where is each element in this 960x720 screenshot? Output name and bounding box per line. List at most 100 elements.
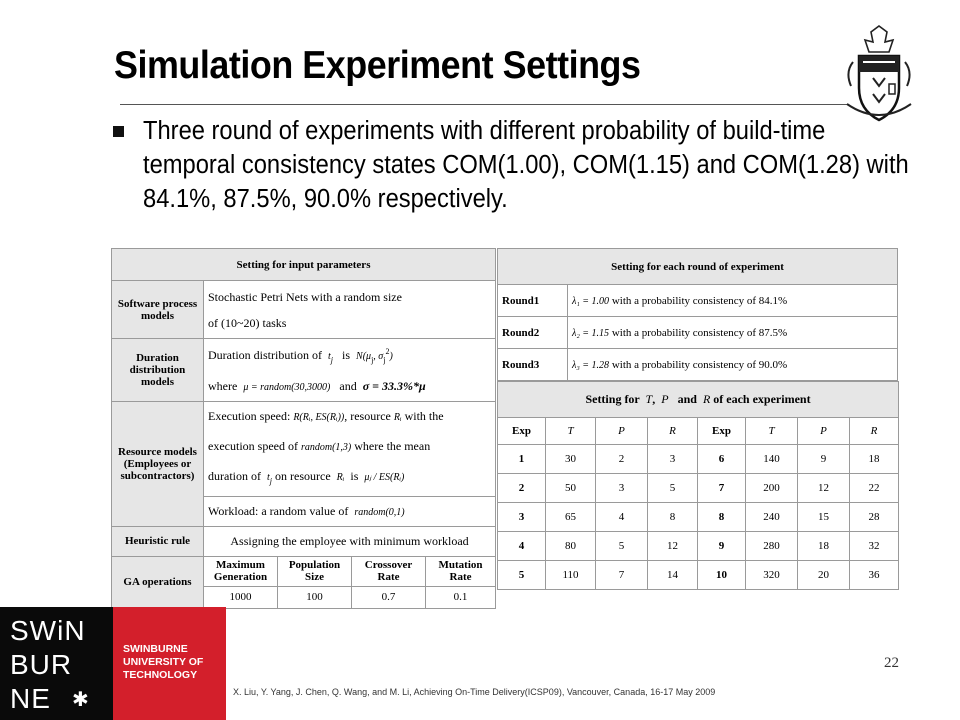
table-cell: 50: [545, 473, 596, 503]
col-p-1: P: [595, 417, 648, 445]
table-cell: 32: [848, 531, 900, 561]
table-cell: 18: [848, 444, 900, 474]
table-cell: 9: [797, 444, 850, 474]
round1-value: λ₁ = 1.00 with a probability consistency…: [567, 284, 898, 317]
table-cell: 200: [745, 473, 798, 503]
table-cell: 18: [797, 531, 850, 561]
col-r-2: R: [848, 417, 900, 445]
table-cell: 240: [745, 502, 798, 532]
table-cell: 12: [647, 531, 698, 561]
bullet-point: Three round of experiments with differen…: [113, 114, 913, 216]
exp-header-comma: ,: [652, 392, 656, 406]
table-cell: 22: [848, 473, 900, 503]
table-cell: 9: [697, 531, 746, 561]
bullet-square-icon: [113, 126, 124, 137]
col-t-2: T: [745, 417, 798, 445]
rounds-table: Setting for each round of experiment Rou…: [497, 248, 898, 381]
table-cell: 140: [745, 444, 798, 474]
duration-sigma: σ = 33.3%*μ: [362, 379, 426, 394]
col-r-1: R: [647, 417, 698, 445]
resource-line2-suffix: where the mean: [354, 439, 431, 454]
ga-value-generation: 1000: [203, 585, 278, 609]
col-exp-1: Exp: [497, 417, 546, 445]
rounds-header: Setting for each round of experiment: [497, 248, 898, 285]
exp-header-p: P: [661, 392, 669, 406]
resource-is: is: [350, 469, 359, 484]
col-t-1: T: [545, 417, 596, 445]
ga-header-generation: Maximum Generation: [203, 555, 278, 587]
table-row: 1 30 2 3 6 140 9 18: [497, 444, 900, 474]
exp-header: Setting for T, P and R of each experimen…: [496, 381, 900, 418]
duration-t: t: [328, 351, 331, 362]
software-line2: of (10~20) tasks: [208, 315, 287, 330]
bullet-text: Three round of experiments with differen…: [143, 117, 909, 213]
table-cell: 36: [848, 560, 900, 590]
resource-value: Execution speed: R(Rᵢ, ES(Rᵢ)), resource…: [202, 401, 497, 497]
duration-mu: μ = random(30,3000): [243, 382, 331, 394]
table-cell: 2: [497, 473, 546, 503]
resource-label: Resource models (Employees or subcontrac…: [111, 401, 204, 527]
resource-line1-mid: , resource: [344, 409, 391, 424]
title-divider: [120, 104, 848, 105]
exp-header-and: and: [677, 392, 697, 406]
table-cell: 3: [497, 502, 546, 532]
round1-text: with a probability consistency of 84.1%: [611, 294, 788, 307]
round2-text: with a probability consistency of 87.5%: [611, 326, 788, 339]
round2-value: λ₂ = 1.15 with a probability consistency…: [567, 316, 898, 349]
resource-line1-suffix: with the: [404, 409, 444, 424]
table-cell: 20: [797, 560, 850, 590]
resource-ri-2: Rᵢ: [336, 472, 345, 484]
logo-name1: SWINBURNE: [123, 643, 188, 655]
table-cell: 28: [848, 502, 900, 532]
page-number: 22: [884, 655, 899, 671]
duration-and: and: [339, 379, 357, 394]
workload-prefix: Workload: a random value of: [208, 503, 349, 518]
table-cell: 2: [595, 444, 648, 474]
duration-is: is: [342, 348, 351, 362]
table-cell: 80: [545, 531, 596, 561]
university-crest-icon: [846, 25, 912, 122]
resource-line2-prefix: execution speed of: [208, 439, 298, 454]
workload-value: Workload: a random value of random(0,1): [202, 495, 497, 527]
round2-label: Round2: [497, 316, 568, 349]
exp-header-r: R: [702, 392, 711, 406]
table-cell: 3: [647, 444, 698, 474]
resource-formula: μⱼ / ES(Rᵢ): [364, 472, 405, 484]
round3-text: with a probability consistency of 90.0%: [611, 358, 788, 371]
resource-speed: R(Rᵢ, ES(Rᵢ)): [293, 412, 345, 424]
table-cell: 8: [647, 502, 698, 532]
table-cell: 14: [647, 560, 698, 590]
ga-value-population: 100: [277, 585, 352, 609]
exp-header-t: T: [645, 392, 653, 406]
exp-header-suffix: of each experiment: [713, 392, 811, 406]
resource-line3-prefix: duration of: [208, 469, 261, 484]
input-parameters-header: Setting for input parameters: [110, 248, 497, 281]
round2-lambda: λ₂ = 1.15: [572, 327, 610, 339]
experiment-settings-panel: Setting for each round of experiment Rou…: [496, 248, 900, 603]
workload-random: random(0,1): [354, 506, 405, 518]
table-cell: 320: [745, 560, 798, 590]
logo-line2: BUR: [10, 649, 73, 680]
experiment-parameters-table: Setting for T, P and R of each experimen…: [496, 381, 900, 590]
ga-header-mutation: Mutation Rate: [424, 555, 497, 587]
swinburne-logo-name: SWINBURNE UNIVERSITY OF TECHNOLOGY: [113, 607, 226, 720]
round1-lambda: λ₁ = 1.00: [572, 295, 610, 307]
heuristic-label: Heuristic rule: [111, 525, 204, 557]
resource-random: random(1,3): [300, 442, 352, 454]
table-cell: 8: [697, 502, 746, 532]
swinburne-logo-mark: SWiN BUR NE ✱: [0, 607, 113, 720]
logo-name3: TECHNOLOGY: [123, 669, 198, 681]
table-row: 3 65 4 8 8 240 15 28: [497, 502, 900, 532]
resource-line3-mid: on resource: [275, 469, 331, 484]
table-cell: 15: [797, 502, 850, 532]
resource-line1-prefix: Execution speed:: [208, 409, 291, 424]
duration-label: Duration distribution models: [111, 337, 204, 403]
round3-lambda: λ₃ = 1.28: [572, 359, 610, 371]
table-cell: 3: [595, 473, 648, 503]
table-row: 5 110 7 14 10 320 20 36: [497, 560, 900, 590]
slide-title: Simulation Experiment Settings: [114, 44, 641, 87]
star-icon: ✱: [72, 689, 89, 711]
exp-column-headers: Exp T P R Exp T P R: [497, 417, 900, 445]
table-cell: 12: [797, 473, 850, 503]
resource-ri: Rᵢ: [393, 412, 402, 424]
